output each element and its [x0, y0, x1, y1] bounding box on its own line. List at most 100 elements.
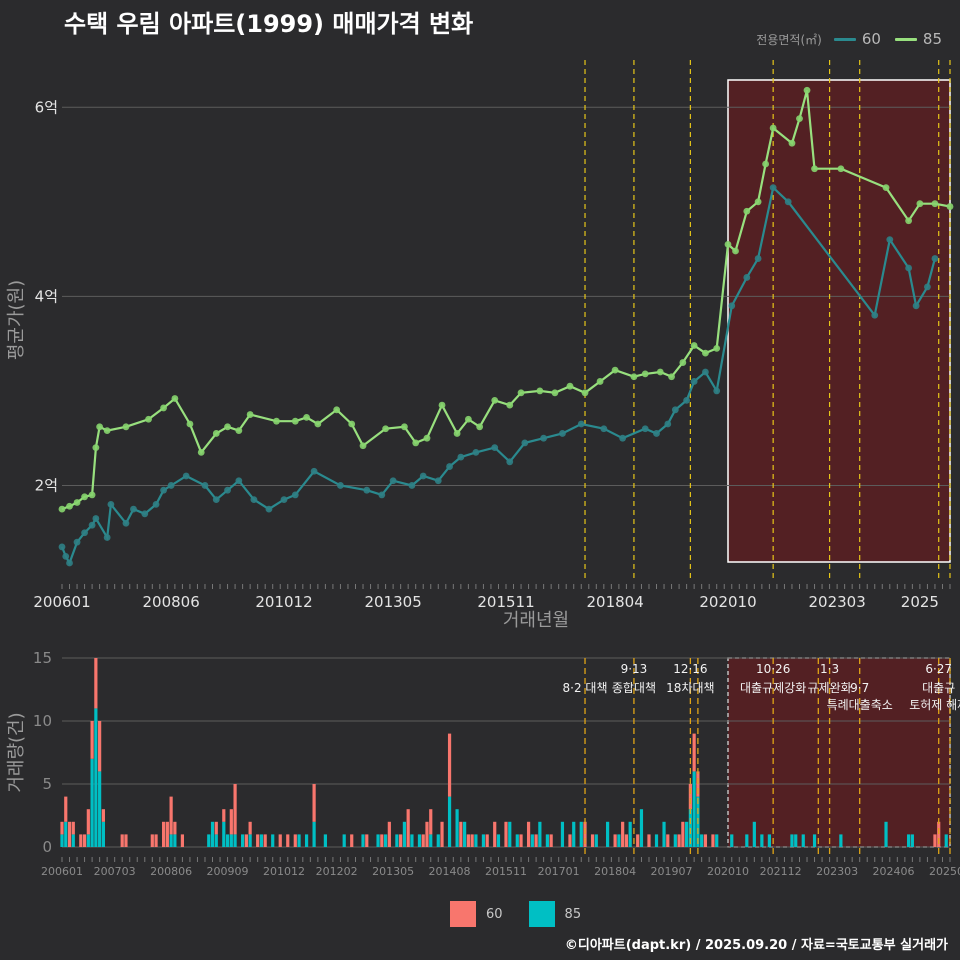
- volume-bar-60: [447, 733, 452, 797]
- data-point-60: [600, 425, 608, 433]
- volume-bar-60: [933, 834, 937, 847]
- data-point-85: [566, 382, 574, 390]
- data-point-60: [446, 463, 453, 470]
- volume-x-tick-label: 201202: [316, 865, 358, 878]
- volume-bar-60: [173, 821, 177, 835]
- x-tick-label: 201804: [586, 593, 643, 611]
- volume-bar-60: [647, 834, 651, 847]
- volume-bar-85: [617, 834, 621, 847]
- volume-bar-85: [169, 834, 173, 847]
- volume-bar-60: [583, 821, 587, 847]
- price-legend-label: 전용면적(㎡): [756, 32, 822, 47]
- volume-bar-85: [71, 834, 75, 847]
- volume-bar-85: [455, 809, 459, 847]
- volume-bar-85: [944, 834, 948, 847]
- volume-bar-60: [470, 834, 474, 847]
- volume-bar-60: [161, 821, 166, 847]
- data-point-85: [476, 423, 484, 431]
- data-point-85: [423, 434, 431, 442]
- data-point-60: [62, 552, 70, 560]
- volume-bar-60: [485, 834, 489, 847]
- volume-bar-85: [395, 834, 399, 847]
- volume-x-tick-label: 201804: [594, 865, 636, 878]
- volume-legend-name-60: 60: [486, 906, 503, 922]
- data-point-85: [596, 378, 604, 385]
- data-point-60: [92, 515, 100, 522]
- data-point-60: [912, 302, 920, 310]
- volume-bar-85: [579, 821, 583, 847]
- data-point-60: [250, 496, 258, 504]
- data-point-85: [702, 349, 709, 357]
- volume-bar-85: [481, 834, 486, 847]
- volume-bar-85: [297, 834, 301, 847]
- data-point-60: [713, 387, 721, 395]
- data-point-60: [130, 505, 137, 513]
- y-axis-label: 평균가(원): [6, 280, 27, 360]
- data-point-60: [291, 491, 299, 499]
- data-point-60: [641, 425, 649, 433]
- data-point-60: [389, 477, 397, 485]
- data-point-60: [58, 543, 66, 551]
- data-point-85: [382, 425, 389, 433]
- volume-bar-85: [730, 834, 734, 847]
- volume-bar-85: [402, 821, 407, 847]
- volume-bar-85: [342, 834, 346, 847]
- data-point-85: [171, 395, 179, 402]
- volume-bar-60: [519, 834, 523, 847]
- volume-bar-85: [907, 834, 911, 847]
- volume-bar-85: [496, 834, 501, 847]
- volume-bar-60: [86, 809, 90, 835]
- volume-bar-60: [365, 834, 369, 847]
- x-tick-label: 202010: [699, 593, 756, 611]
- volume-bar-85: [884, 821, 888, 847]
- volume-bar-85: [801, 834, 805, 847]
- legend-swatch-60: [833, 37, 856, 41]
- data-point-85: [946, 203, 954, 210]
- policy-label: 8·2 대책: [563, 680, 608, 695]
- volume-x-tick-label: 200601: [41, 865, 83, 878]
- volume-bar-60: [459, 821, 463, 847]
- volume-bar-85: [605, 821, 610, 847]
- volume-bar-60: [526, 821, 531, 847]
- data-point-85: [882, 184, 890, 192]
- volume-bar-85: [767, 834, 771, 847]
- volume-bar-60: [124, 834, 128, 847]
- volume-bar-85: [752, 821, 756, 847]
- policy-label: 규제완화: [808, 681, 852, 695]
- data-point-60: [122, 519, 130, 527]
- data-point-85: [224, 423, 231, 431]
- volume-y-axis-label: 거래량(건): [6, 712, 27, 792]
- data-point-60: [160, 486, 167, 494]
- volume-bar-60: [120, 834, 124, 847]
- volume-legend: 60 85: [450, 901, 597, 927]
- data-point-85: [438, 401, 446, 409]
- volume-bar-85: [429, 834, 433, 847]
- price-chart: 2억 4억 6억 200601 200806 201012 201305 201511 2018…: [6, 60, 954, 631]
- volume-bar-85: [715, 834, 719, 847]
- data-point-60: [653, 430, 660, 437]
- volume-bar-85: [207, 834, 211, 847]
- volume-bar-85: [839, 834, 843, 847]
- volume-bar-60: [79, 834, 83, 847]
- volume-bar-85: [64, 821, 68, 847]
- volume-bar-60: [263, 834, 267, 847]
- volume-bar-60: [621, 821, 625, 847]
- volume-bar-85: [700, 834, 704, 847]
- data-point-60: [201, 482, 209, 489]
- data-point-85: [713, 344, 721, 352]
- x-tick-label: 200601: [33, 593, 90, 611]
- volume-bar-85: [628, 821, 632, 847]
- data-point-60: [931, 255, 939, 262]
- data-point-85: [212, 430, 220, 437]
- data-point-85: [668, 373, 675, 381]
- volume-bar-60: [387, 821, 391, 847]
- volume-bar-85: [101, 821, 105, 847]
- data-point-85: [412, 439, 420, 447]
- volume-x-tick-label: 200909: [207, 865, 249, 878]
- data-point-85: [762, 160, 770, 168]
- data-point-60: [212, 496, 220, 504]
- x-tick-label: 200806: [142, 593, 199, 611]
- data-point-85: [291, 417, 299, 425]
- volume-bar-60: [636, 834, 640, 847]
- data-point-60: [671, 406, 679, 414]
